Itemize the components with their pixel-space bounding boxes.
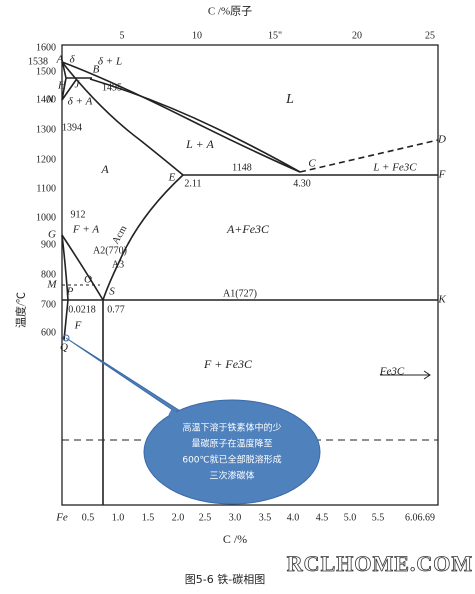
callout-text: 三次渗碳体 [209,470,254,482]
top-tick-label: 20 [352,30,362,41]
point-label: N [45,94,54,106]
region-label: L + Fe3C [372,162,417,174]
top-tick-label: 25 [425,30,435,41]
value-label: Acm [110,224,129,247]
x-tick-label: 5.5 [372,512,385,523]
callout-text: 600℃就已全部脱溶形成 [182,454,281,466]
x-tick-label: 1.5 [142,512,155,523]
acm-line [102,174,184,301]
top-tick-label: 5 [120,30,125,41]
y-tick-label: 1300 [36,124,56,135]
y-tick-label: 1400 [36,94,56,105]
region-label: F + Fe3C [203,357,253,371]
x-tick-label: 2.0 [172,512,185,523]
x-tick-label: 0.5 [82,512,95,523]
region-label: F [74,320,82,332]
y-tick-label: 1000 [36,212,56,223]
x-tick-label: 2.5 [199,512,212,523]
x-tick-label: 6.06.69 [405,512,435,523]
caption: 图5-6 铁-碳相图 [185,572,265,586]
y-tick-label: 900 [41,239,56,250]
region-label: L [285,92,294,107]
x-tick-label: 1.0 [112,512,125,523]
x-tick-label: 4.0 [287,512,300,523]
top-tick-label: 15" [268,30,282,41]
region-label: A+Fe3C [226,222,270,236]
y-axis-title: 温度/℃ [14,292,28,328]
region-label: A [100,162,109,176]
arrow [380,370,431,380]
point-label: Q [60,342,68,354]
point-label: G [48,229,56,241]
value-label: 2.11 [184,178,201,189]
point-label: δ [69,54,75,66]
y-tick-label: 1600 [36,42,56,53]
region-label: δ + L [98,56,122,68]
region-label: Fe3C [379,366,405,378]
top-axis-title: C /%原子 [208,5,252,18]
value-label: 0.77 [107,304,125,315]
top-tick-label: 10 [192,30,202,41]
y-tick-label: 800 [41,269,56,280]
y-tick-label: 1100 [36,183,56,194]
value-label: 1495 [102,82,122,93]
value-label: A1(727) [223,288,257,299]
peritectic [61,59,92,101]
y-tick-label: 1200 [36,154,56,165]
point-label: E [168,172,176,184]
temp-label: 1538 [28,56,48,67]
x-origin-label: Fe [55,512,68,524]
callout-text: 高温下溶于铁素体中的少 [182,422,281,434]
point-label: S [109,286,115,298]
y-tick-label: 700 [41,299,56,310]
value-label: 0.0218 [68,304,96,315]
point-label: C [308,158,316,170]
solidus-ae [61,61,184,176]
callout [62,334,321,505]
temp-label: 912 [71,209,86,220]
point-label: J [75,79,81,91]
point-label: F [438,169,446,181]
value-label: A2(770) [93,245,127,256]
x-tick-label: 3.0 [229,512,242,523]
point-label: P [66,286,74,298]
ccd-line [299,139,439,173]
frame [61,44,439,506]
point-label: A [56,54,64,66]
value-label: A3 [112,259,124,270]
temp-label: 1394 [62,122,82,133]
region-label: δ + A [68,96,93,108]
point-label: M [46,279,57,291]
point-label: H [57,80,67,92]
y-tick-label: 600 [41,327,56,338]
x-tick-label: 5.0 [344,512,357,523]
point-label: B [93,64,100,76]
liquidus-ac [61,61,301,173]
region-label: F + A [72,224,99,236]
x-axis-title: C /% [223,532,247,546]
y-tick-label: 1500 [36,66,56,77]
point-label: K [437,294,446,306]
region-label: L + A [185,137,214,151]
gs-line [61,234,104,301]
x-tick-label: 4.5 [316,512,329,523]
watermark: RCLHOME.COM [287,551,473,576]
value-label: 4.30 [293,178,311,189]
point-label: O [84,274,92,286]
value-label: 1148 [232,162,252,173]
liquidus-bc [89,78,301,173]
x-tick-label: 3.5 [259,512,272,523]
callout-text: 量碳原子在温度降至 [191,438,272,450]
point-label: D [437,134,446,146]
